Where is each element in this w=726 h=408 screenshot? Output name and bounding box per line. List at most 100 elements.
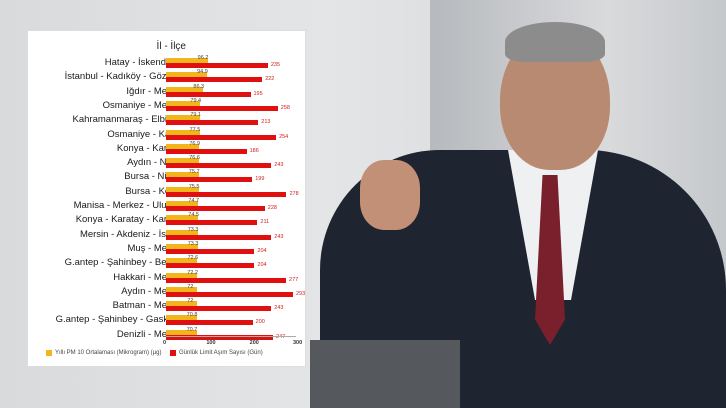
category-label: İstanbul - Kadıköy - Göztepe [64, 71, 185, 83]
legend-label: Günlük Limit Aşım Sayısı (Gün) [179, 350, 263, 356]
data-label-limit: 228 [267, 205, 277, 211]
category-label: Konya - Karatay - Karkent [75, 214, 185, 226]
bar-limit-days [166, 91, 251, 97]
data-label-limit: 243 [274, 233, 284, 240]
data-label-limit: 293 [295, 290, 306, 297]
data-label-limit: 243 [274, 162, 284, 169]
data-label-pm10: 73.3 [187, 240, 199, 247]
data-label-pm10: 79.4 [190, 97, 202, 104]
category-label: G.antep - Şahinbey - Beydilli [64, 257, 185, 269]
data-label-limit: 222 [265, 76, 275, 83]
data-label-pm10: 72.2 [187, 269, 198, 276]
bar-limit-days [166, 248, 255, 254]
bar-pm10 [166, 329, 197, 335]
bar-limit-days [166, 77, 263, 83]
bar-pm10 [166, 129, 200, 135]
bar-limit-days [166, 163, 272, 169]
data-label-pm10: 70.7 [186, 326, 198, 333]
legend-swatch [170, 350, 176, 356]
data-label-limit: 243 [274, 305, 284, 312]
bar-pm10 [166, 229, 198, 235]
data-label-limit: 258 [280, 104, 290, 111]
data-label-limit: 204 [257, 247, 267, 254]
category-label: Bursa - Kestel [125, 185, 185, 197]
category-label: Muş - Merkez [127, 242, 185, 254]
data-label-pm10: 73.3 [187, 226, 199, 233]
bar-limit-days [166, 63, 268, 68]
bar-limit-days [166, 234, 272, 240]
bar-pm10 [166, 58, 208, 63]
data-label-pm10: 72 [187, 283, 194, 290]
legend-label: Yıllı PM 10 Ortalaması (Mikrogram) (µg) [55, 350, 162, 356]
category-label: Konya - Karatay [116, 142, 185, 154]
x-tick-label: 200 [249, 340, 259, 346]
data-label-limit: 277 [289, 276, 299, 283]
bar-limit-days [166, 148, 247, 154]
category-label: Denizli - Merkez [116, 328, 185, 340]
bar-limit-days [166, 134, 277, 140]
category-label: Hakkari - Merkez [113, 271, 185, 283]
bar-limit-days [166, 263, 255, 269]
legend-item-limit: Günlük Limit Aşım Sayısı (Gün) [170, 350, 263, 356]
x-tick-label: 0 [163, 340, 167, 346]
category-label: Mersin - Akdeniz - İstiklal [79, 228, 185, 240]
speaker-fist [360, 160, 420, 230]
data-label-pm10: 74.5 [188, 212, 199, 219]
bar-pm10 [166, 158, 200, 164]
data-label-limit: 235 [270, 62, 281, 68]
bar-limit-days [166, 105, 278, 111]
data-label-pm10: 70.8 [186, 312, 198, 319]
podium-microphone [310, 340, 460, 408]
bar-pm10 [166, 115, 201, 121]
category-label: Aydın - Merkez [121, 285, 185, 297]
data-label-limit: 211 [260, 219, 270, 226]
bar-pm10 [166, 315, 197, 321]
bar-pm10 [166, 72, 208, 78]
x-tick-label: 100 [206, 340, 216, 346]
category-label: G.antep - Şahinbey - Gaski D6 [55, 314, 185, 326]
bar-pm10 [166, 272, 198, 278]
data-label-pm10: 76.9 [189, 140, 201, 147]
category-label: Hatay - İskenderun [104, 57, 185, 68]
bar-limit-days [166, 206, 265, 211]
data-label-limit: 204 [257, 262, 267, 269]
data-label-pm10: 72.6 [187, 255, 199, 262]
category-label: Kahramanmaraş - Elbistan [72, 114, 185, 126]
data-label-limit: 254 [279, 133, 289, 140]
data-label-pm10: 75.5 [188, 183, 200, 190]
data-label-pm10: 76.6 [189, 155, 200, 162]
category-label: Osmaniye - Merkez [102, 99, 185, 111]
bar-pm10 [166, 301, 198, 307]
category-label: Osmaniye - Kadirli [107, 128, 185, 140]
bar-pm10 [166, 100, 201, 106]
data-label-pm10: 96.2 [197, 55, 209, 61]
speaker-hair [505, 22, 605, 62]
category-label: Bursa - Nilüfer [124, 171, 185, 183]
bar-limit-days [166, 120, 259, 126]
bar-pm10 [166, 86, 204, 92]
category-label: Iğdır - Merkez [126, 85, 185, 97]
category-label: Aydın - Nazilli [127, 157, 185, 169]
bar-pm10 [166, 258, 198, 264]
bar-limit-days [166, 306, 272, 312]
bar-pm10 [166, 186, 199, 192]
bar-limit-days [166, 277, 287, 283]
data-label-limit: 199 [255, 176, 265, 183]
bar-limit-days [166, 334, 274, 340]
pm10-chart: İl - İlçe Hatay - İskenderun 96.2 235 İstan… [27, 30, 306, 367]
data-label-pm10: 79.1 [190, 112, 201, 119]
chart-title: İl - İlçe [156, 41, 186, 52]
data-label-pm10: 74.7 [188, 198, 200, 204]
legend-swatch [46, 350, 52, 356]
data-label-pm10: 75.7 [188, 169, 200, 176]
bar-limit-days [166, 177, 253, 183]
bar-limit-days [166, 220, 258, 226]
bar-pm10 [166, 201, 199, 206]
bar-pm10 [166, 286, 198, 292]
bar-pm10 [166, 172, 199, 178]
bar-limit-days [166, 191, 287, 197]
data-label-limit: 200 [255, 319, 265, 326]
category-label: Manisa - Merkez - Ulupark [73, 200, 185, 211]
data-label-limit: 195 [253, 90, 263, 97]
